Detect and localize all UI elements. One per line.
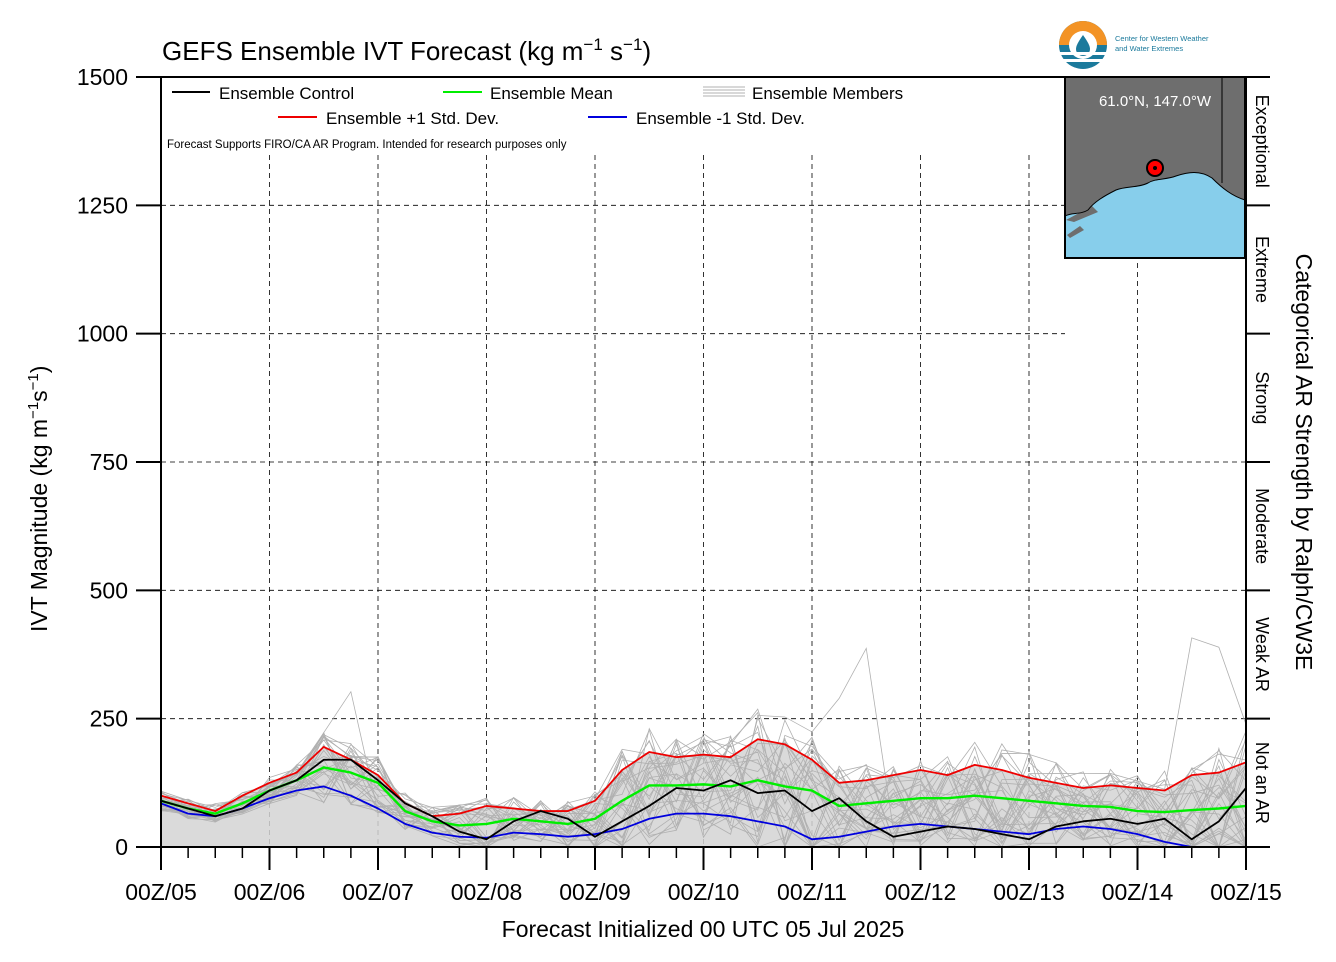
x-tick-label: 00Z/08 <box>451 879 523 905</box>
x-tick-label: 00Z/09 <box>559 879 631 905</box>
y-tick-label: 1500 <box>77 64 128 90</box>
y-axis-label: IVT Magnitude (kg m−1s−1) <box>25 366 52 632</box>
x-tick-label: 00Z/06 <box>234 879 306 905</box>
y-tick-label: 750 <box>90 449 128 475</box>
ensemble-member-line <box>160 737 1247 848</box>
x-tick-label: 00Z/10 <box>668 879 740 905</box>
ar-category-labels: Not an AR Weak AR Moderate Strong Extreme Exc… <box>1252 95 1272 824</box>
x-tick-label: 00Z/05 <box>125 879 197 905</box>
ar-category-label: Moderate <box>1252 488 1272 564</box>
x-axis-label: Forecast Initialized 00 UTC 05 Jul 2025 <box>502 916 905 942</box>
ensemble-member-line <box>160 735 1247 848</box>
ensemble-member-line <box>160 731 1247 847</box>
x-tick-label: 00Z/12 <box>885 879 957 905</box>
series-line-plus-std <box>160 738 1247 818</box>
y-axis-ticks: 0 250 500 750 1000 1250 1500 <box>77 64 1270 860</box>
legend-members-swatch <box>703 86 745 97</box>
ensemble-member-line <box>160 736 1247 848</box>
right-axis-label: Categorical AR Strength by Ralph/CW3E <box>1291 254 1317 671</box>
x-tick-label: 00Z/15 <box>1210 879 1282 905</box>
y-tick-label: 500 <box>90 577 128 603</box>
x-tick-label: 00Z/13 <box>993 879 1065 905</box>
ensemble-member-line <box>160 718 1247 848</box>
legend-members-label: Ensemble Members <box>752 84 903 103</box>
ensemble-member-line <box>160 727 1247 848</box>
ensemble-member-line <box>160 735 1247 847</box>
x-tick-label: 00Z/14 <box>1102 879 1174 905</box>
series-line-mean <box>160 766 1247 827</box>
ensemble-members <box>160 637 1247 849</box>
logo-line-2: and Water Extremes <box>1115 44 1183 53</box>
legend: Ensemble Control Ensemble Mean Ensemble … <box>167 84 903 151</box>
legend-mean-label: Ensemble Mean <box>490 84 613 103</box>
ar-category-label: Extreme <box>1252 236 1272 303</box>
ensemble-member-line <box>160 750 1247 848</box>
x-tick-label: 00Z/07 <box>342 879 414 905</box>
ensemble-member-line <box>160 730 1247 848</box>
legend-plus-std-label: Ensemble +1 Std. Dev. <box>326 109 499 128</box>
legend-control-label: Ensemble Control <box>219 84 354 103</box>
series-line-control <box>160 758 1247 841</box>
logo-line-1: Center for Western Weather <box>1115 34 1209 43</box>
inset-coords: 61.0°N, 147.0°W <box>1099 93 1212 110</box>
legend-minus-std-label: Ensemble -1 Std. Dev. <box>636 109 805 128</box>
y-tick-label: 1000 <box>77 321 128 347</box>
research-note: Forecast Supports FIRO/CA AR Program. In… <box>167 139 567 151</box>
land-shape <box>1065 77 1245 216</box>
ar-category-label: Not an AR <box>1252 742 1272 824</box>
y-tick-label: 250 <box>90 706 128 732</box>
y-tick-label: 0 <box>115 834 128 860</box>
x-tick-label: 00Z/11 <box>777 879 847 905</box>
grid-lines <box>161 155 1246 847</box>
ensemble-member-line <box>160 637 1247 846</box>
ensemble-member-line <box>160 708 1247 849</box>
ar-category-label: Weak AR <box>1252 617 1272 692</box>
ar-category-label: Exceptional <box>1252 95 1272 188</box>
ensemble-member-line <box>160 739 1247 848</box>
series-lines <box>160 738 1247 848</box>
chart-title: GEFS Ensemble IVT Forecast (kg m−1 s−1) <box>162 35 651 66</box>
cw3e-logo: Center for Western Weather and Water Ext… <box>1059 21 1209 69</box>
location-inset-map: 61.0°N, 147.0°W <box>1064 76 1246 259</box>
ensemble-member-line <box>160 647 1247 848</box>
y-tick-label: 1250 <box>77 192 128 218</box>
x-axis-ticks: 00Z/05 00Z/06 00Z/07 00Z/08 00Z/09 00Z/10 00Z/… <box>125 847 1282 905</box>
ensemble-member-line <box>160 734 1247 849</box>
series-line-minus-std <box>160 785 1246 848</box>
ar-category-label: Strong <box>1252 371 1272 424</box>
